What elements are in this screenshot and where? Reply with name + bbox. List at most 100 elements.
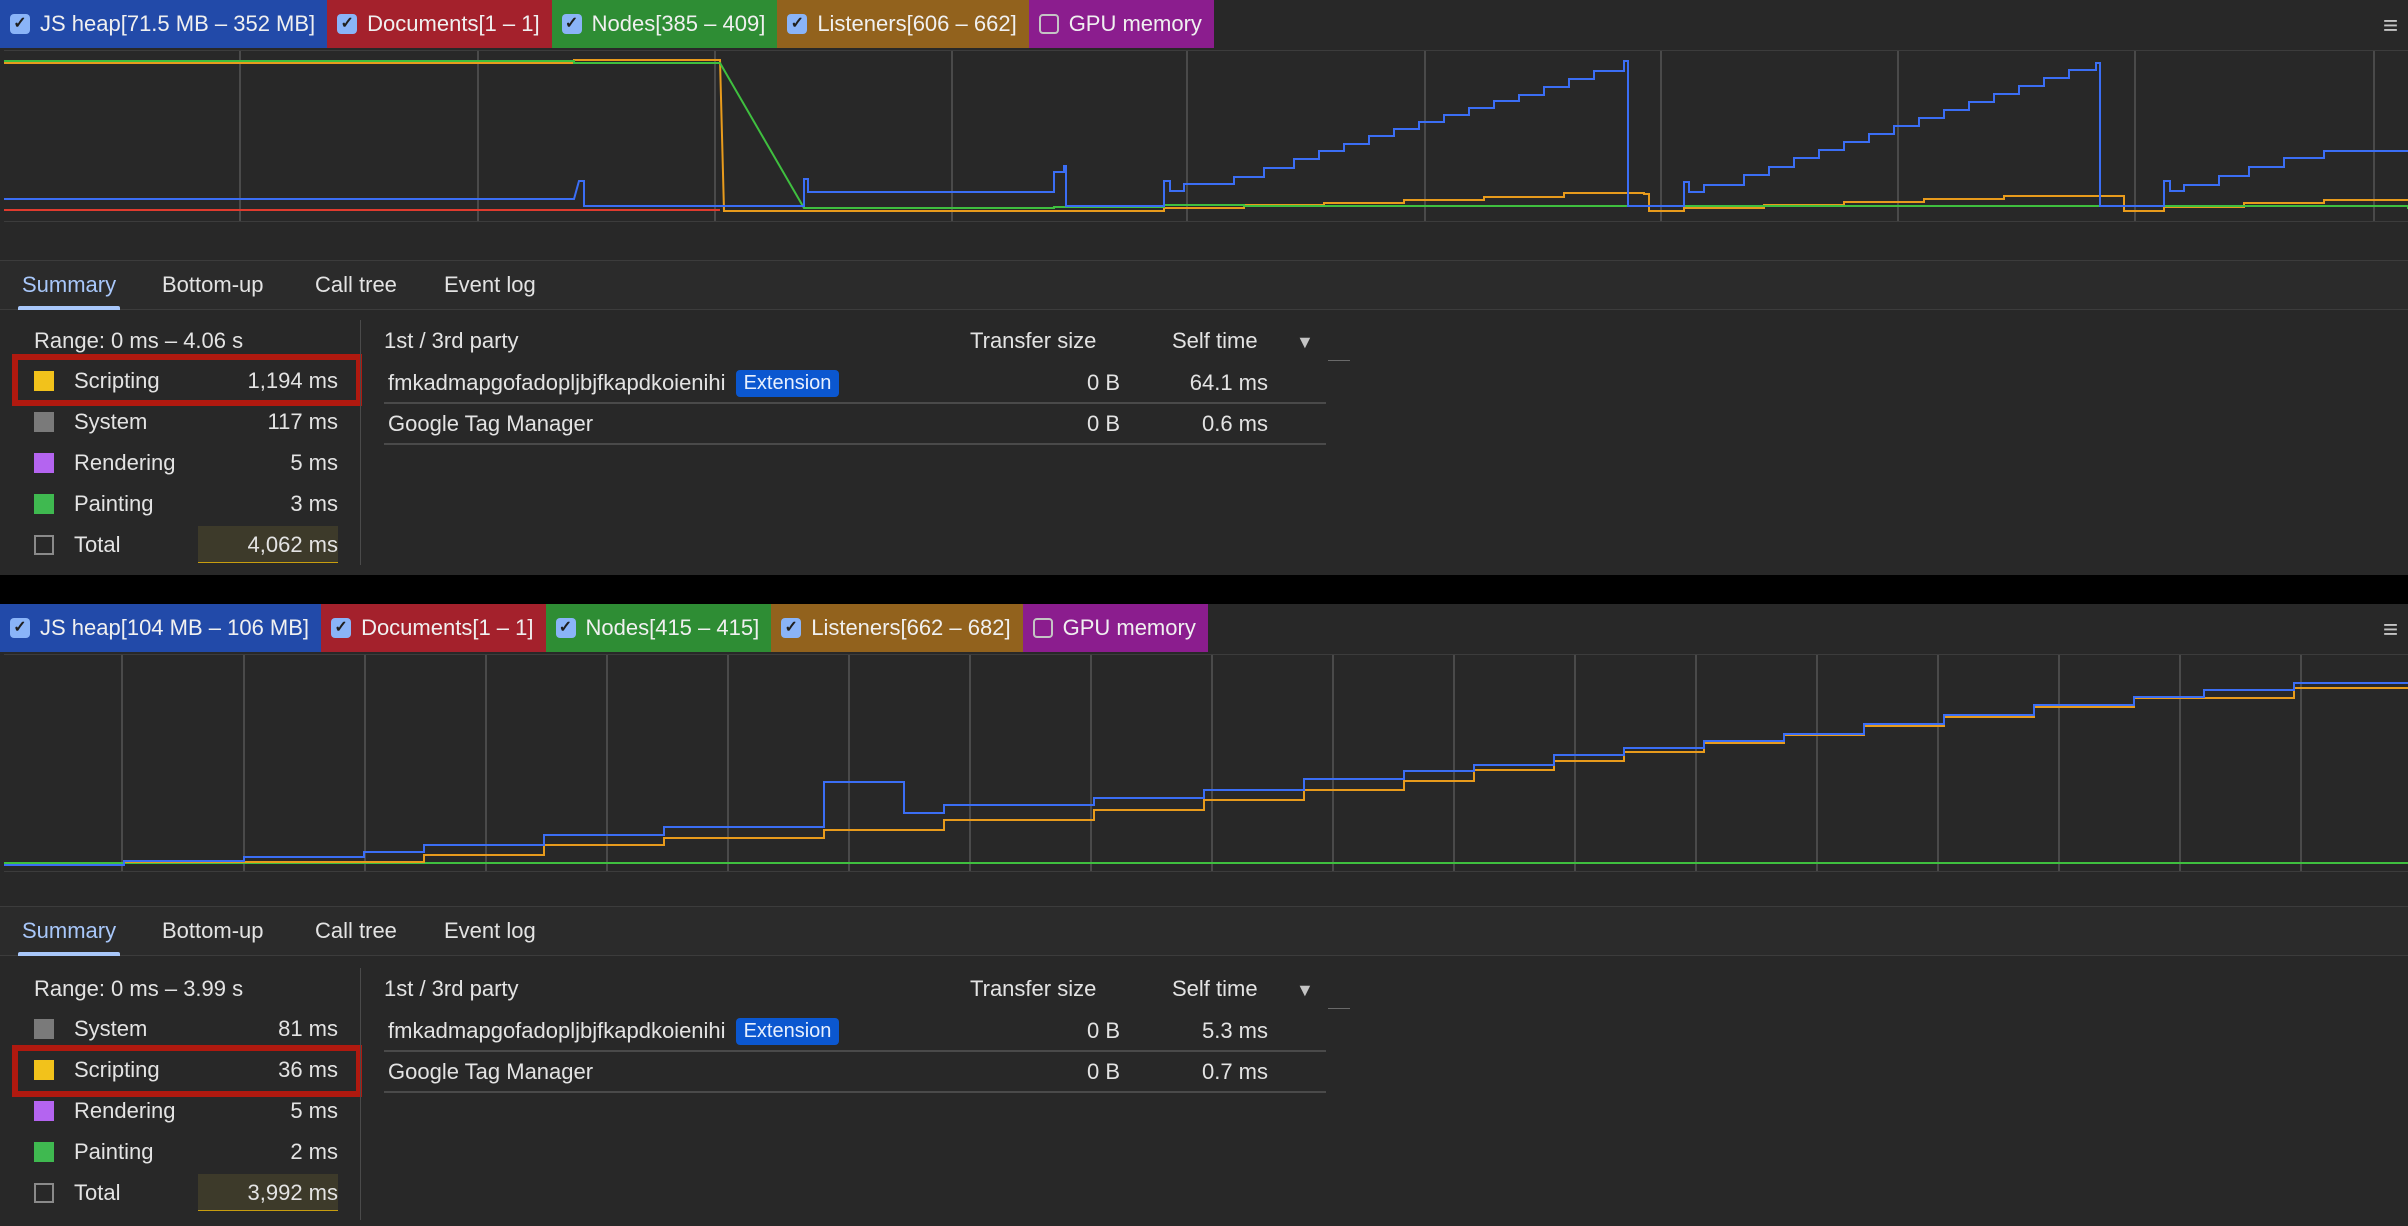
system-swatch xyxy=(34,412,54,432)
category-row-rendering: Rendering 5 ms xyxy=(34,444,338,484)
category-row-rendering: Rendering 5 ms xyxy=(34,1092,338,1132)
nodes-series-line xyxy=(4,60,2408,209)
checkbox-checked-icon[interactable]: ✓ xyxy=(555,618,576,638)
extension-badge: Extension xyxy=(735,370,840,397)
total-bar xyxy=(198,526,338,563)
party-name: fmkadmapgofadopljbjfkapdkoienihi xyxy=(388,370,726,395)
legend-label: GPU memory xyxy=(1062,615,1196,640)
category-value: 2 ms xyxy=(290,1139,338,1164)
sort-descending-icon[interactable]: ▼ xyxy=(1296,332,1314,352)
table-row[interactable]: fmkadmapgofadopljbjfkapdkoienihi Extensio… xyxy=(384,362,1326,404)
sort-descending-icon[interactable]: ▼ xyxy=(1296,980,1314,1000)
legend-label: GPU memory xyxy=(1068,11,1202,36)
checkbox-unchecked-icon[interactable] xyxy=(1032,618,1053,638)
checkbox-checked-icon[interactable]: ✓ xyxy=(561,14,582,34)
col-header-self-time[interactable]: Self time xyxy=(1172,976,1258,1001)
category-row-painting: Painting 3 ms xyxy=(34,485,338,525)
table-row[interactable]: fmkadmapgofadopljbjfkapdkoienihi Extensio… xyxy=(384,1010,1326,1052)
counters-graph-svg xyxy=(4,655,2408,871)
summary-divider xyxy=(360,320,361,565)
category-value: 3,992 ms xyxy=(247,1180,339,1205)
category-label: Painting xyxy=(74,491,154,516)
checkbox-checked-icon[interactable]: ✓ xyxy=(331,618,352,638)
tab-event-log[interactable]: Event log xyxy=(444,918,536,943)
category-row-total: Total 3,992 ms xyxy=(34,1174,338,1214)
range-label: Range: 0 ms – 3.99 s xyxy=(34,976,244,1001)
checkbox-checked-icon[interactable]: ✓ xyxy=(10,14,30,34)
self-time-cell: 64.1 ms xyxy=(1189,370,1268,395)
legend-js-heap[interactable]: ✓ JS heap[104 MB – 106 MB] xyxy=(0,604,322,652)
listeners-series-line xyxy=(4,687,2408,866)
category-label: Rendering xyxy=(74,450,176,475)
tab-call-tree[interactable]: Call tree xyxy=(315,272,397,297)
transfer-size-cell: 0 B xyxy=(1086,370,1120,395)
category-row-system: System 81 ms xyxy=(34,1010,338,1050)
col-header-party[interactable]: 1st / 3rd party xyxy=(384,328,519,353)
details-tabbar: Summary Bottom-up Call tree Event log xyxy=(0,906,2408,956)
category-label: Total xyxy=(74,532,121,557)
legend-js-heap[interactable]: ✓ JS heap[71.5 MB – 352 MB] xyxy=(0,0,328,48)
legend-label: Documents[1 – 1] xyxy=(361,615,534,640)
checkbox-checked-icon[interactable]: ✓ xyxy=(787,14,808,34)
legend-label: JS heap[104 MB – 106 MB] xyxy=(40,615,310,640)
tab-bottom-up[interactable]: Bottom-up xyxy=(162,272,264,297)
legend-listeners[interactable]: ✓ Listeners[662 – 682] xyxy=(771,604,1023,652)
checkbox-checked-icon[interactable]: ✓ xyxy=(781,618,802,638)
counters-graph[interactable] xyxy=(4,50,2408,222)
legend-documents[interactable]: ✓ Documents[1 – 1] xyxy=(327,0,552,48)
legend-nodes[interactable]: ✓ Nodes[415 – 415] xyxy=(545,604,772,652)
menu-icon[interactable]: ≡ xyxy=(2382,614,2398,644)
performance-panel-recording-2: ✓ JS heap[104 MB – 106 MB] ✓ Documents[1… xyxy=(0,604,2408,1226)
grid-lines xyxy=(239,51,2375,221)
rendering-swatch xyxy=(34,1101,54,1121)
category-label: System xyxy=(74,1016,148,1041)
scripting-swatch xyxy=(34,371,54,391)
column-resizer[interactable] xyxy=(1328,360,1350,361)
category-label: Scripting xyxy=(74,368,160,393)
legend-label: Listeners[662 – 682] xyxy=(811,615,1011,640)
legend-label: Listeners[606 – 662] xyxy=(817,11,1017,36)
column-resizer[interactable] xyxy=(1328,1008,1350,1009)
table-row[interactable]: Google Tag Manager 0 B 0.7 ms xyxy=(384,1051,1326,1093)
col-header-transfer-size[interactable]: Transfer size xyxy=(970,976,1097,1001)
table-row[interactable]: Google Tag Manager 0 B 0.6 ms xyxy=(384,403,1326,445)
legend-gpu-memory[interactable]: GPU memory xyxy=(1022,604,1208,652)
category-value: 5 ms xyxy=(290,450,338,475)
legend-listeners[interactable]: ✓ Listeners[606 – 662] xyxy=(777,0,1029,48)
total-swatch xyxy=(34,1183,54,1203)
tab-bottom-up[interactable]: Bottom-up xyxy=(162,918,264,943)
transfer-size-cell: 0 B xyxy=(1086,1059,1120,1084)
tab-event-log[interactable]: Event log xyxy=(444,272,536,297)
category-row-scripting: Scripting 1,194 ms xyxy=(34,362,338,402)
highlight-box xyxy=(12,1045,362,1097)
legend-gpu-memory[interactable]: GPU memory xyxy=(1028,0,1214,48)
category-label: Rendering xyxy=(74,1098,176,1123)
grid-lines xyxy=(121,655,2302,871)
category-row-system: System 117 ms xyxy=(34,403,338,443)
tab-summary[interactable]: Summary xyxy=(12,907,126,956)
party-name-cell: fmkadmapgofadopljbjfkapdkoienihi Extensio… xyxy=(388,370,840,398)
legend-nodes[interactable]: ✓ Nodes[385 – 409] xyxy=(551,0,778,48)
checkbox-checked-icon[interactable]: ✓ xyxy=(10,618,30,638)
tab-summary[interactable]: Summary xyxy=(12,261,126,310)
checkbox-checked-icon[interactable]: ✓ xyxy=(337,14,358,34)
checkbox-unchecked-icon[interactable] xyxy=(1038,14,1059,34)
col-header-transfer-size[interactable]: Transfer size xyxy=(970,328,1097,353)
js-heap-series-line xyxy=(4,60,2408,207)
tab-call-tree[interactable]: Call tree xyxy=(315,918,397,943)
self-time-cell: 0.6 ms xyxy=(1201,411,1268,436)
summary-divider xyxy=(360,968,361,1220)
counters-legend: ✓ JS heap[71.5 MB – 352 MB] ✓ Documents[… xyxy=(0,0,1214,48)
category-row-scripting: Scripting 36 ms xyxy=(34,1051,338,1091)
party-name-cell: Google Tag Manager xyxy=(388,1059,594,1084)
menu-icon[interactable]: ≡ xyxy=(2382,10,2398,40)
counters-graph[interactable] xyxy=(4,654,2408,872)
category-value: 36 ms xyxy=(278,1057,338,1082)
highlight-box xyxy=(12,354,362,406)
col-header-party[interactable]: 1st / 3rd party xyxy=(384,976,519,1001)
col-header-self-time[interactable]: Self time xyxy=(1172,328,1258,353)
category-value: 5 ms xyxy=(290,1098,338,1123)
legend-label: Documents[1 – 1] xyxy=(367,11,540,36)
category-value: 117 ms xyxy=(267,409,338,434)
legend-documents[interactable]: ✓ Documents[1 – 1] xyxy=(321,604,546,652)
